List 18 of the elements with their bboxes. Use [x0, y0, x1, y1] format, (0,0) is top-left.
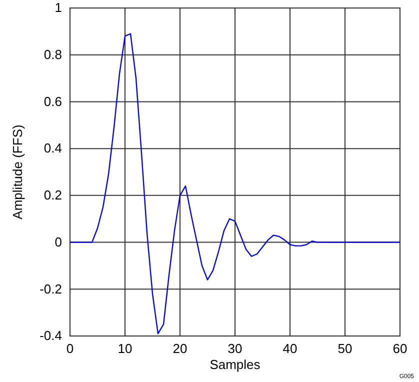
- y-tick-label: 0.6: [44, 94, 62, 109]
- y-tick-label: -0.4: [40, 328, 62, 344]
- line-series: [69, 33, 401, 334]
- y-tick-label: 0: [54, 234, 62, 250]
- x-axis-title: Samples: [210, 357, 261, 372]
- x-tick-label: 10: [118, 341, 132, 356]
- y-tick-label: 0.4: [44, 140, 62, 156]
- y-tick-label: 0.8: [44, 47, 62, 62]
- y-tick-label: 1: [54, 0, 62, 16]
- x-tick-label: 20: [172, 341, 188, 356]
- y-tick-label: 0.2: [44, 188, 62, 203]
- x-tick-label: 40: [282, 341, 298, 356]
- y-tick-label: -0.2: [40, 281, 62, 296]
- y-axis-title: Amplitude (FFS): [10, 124, 25, 220]
- x-tick-label: 30: [228, 341, 242, 356]
- x-tick-label: 0: [66, 341, 74, 356]
- x-tick-label: 60: [392, 341, 408, 356]
- x-tick-label: 50: [338, 341, 352, 356]
